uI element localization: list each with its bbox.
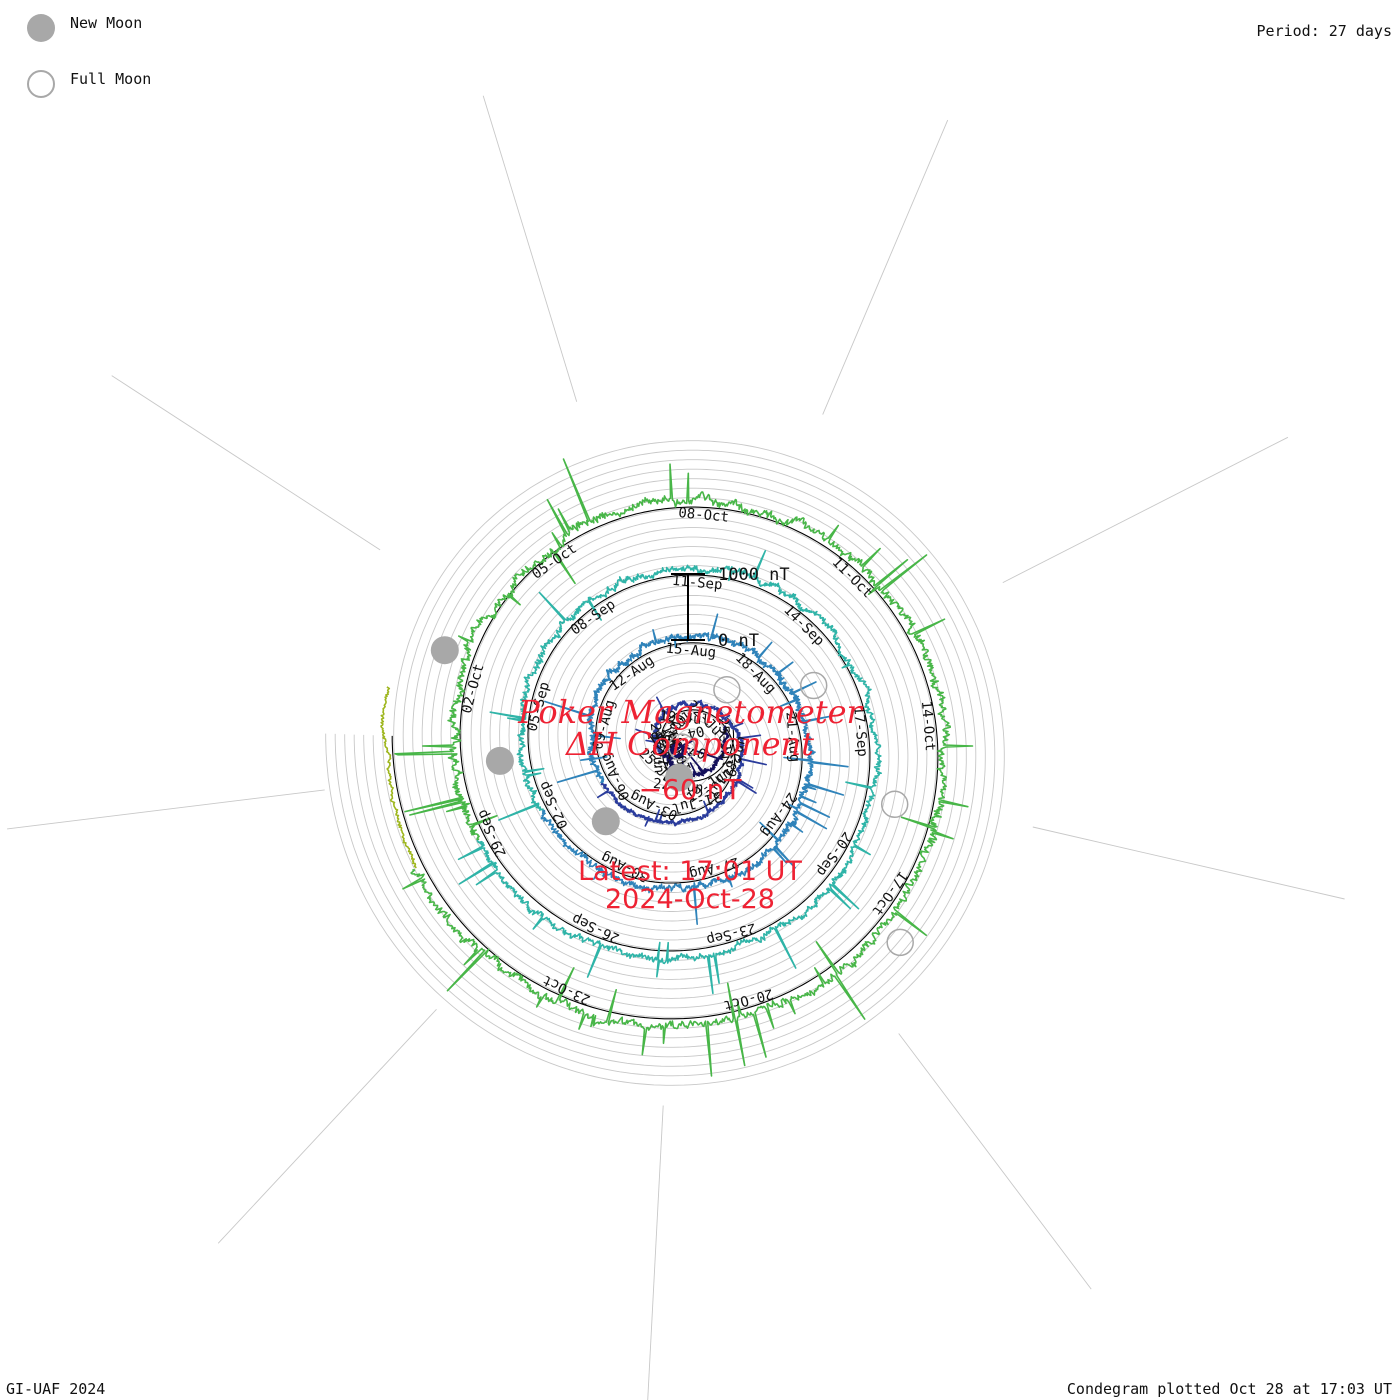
latest-time: Latest: 17:01 UT xyxy=(578,856,802,887)
legend-new-moon: New Moon xyxy=(25,12,225,44)
scale-bar-top-label: 1000 nT xyxy=(718,565,790,585)
full-moon-marker xyxy=(713,676,741,704)
date-label: 14-Sep xyxy=(780,602,827,649)
date-label: 23-Sep xyxy=(705,919,758,947)
new-moon-icon xyxy=(27,14,55,42)
date-label: 15-Aug xyxy=(665,641,717,662)
footer-credit: GI-UAF 2024 xyxy=(6,1380,106,1398)
latest-timestamp: Latest: 17:01 UT 2024-Oct-28 xyxy=(490,858,890,914)
series-trace-6 xyxy=(380,686,417,869)
period-label: Period: 27 days xyxy=(1256,22,1392,40)
radial-tick-line xyxy=(822,119,949,415)
new-moon-marker xyxy=(591,807,620,836)
chart-title-line1: Poker Magnetometer xyxy=(518,693,862,731)
grid-spiral-5 xyxy=(334,449,996,1077)
radial-tick-line xyxy=(482,95,578,402)
date-label: 19-Jul xyxy=(659,708,711,729)
full-moon-marker xyxy=(880,790,909,819)
date-label: 12-Aug xyxy=(607,653,658,695)
legend-full-moon: Full Moon xyxy=(25,68,225,100)
date-label: 29-Sep xyxy=(474,807,510,860)
radial-tick-line xyxy=(1032,826,1345,900)
chart-title: Poker Magnetometer ΔH Component xyxy=(440,696,940,760)
series-trace-3 xyxy=(540,613,849,925)
new-moon-marker xyxy=(430,636,459,665)
radial-tick-line xyxy=(647,1105,664,1400)
date-label: 17-Sep xyxy=(850,706,870,758)
grid-spiral-4 xyxy=(344,459,986,1067)
new-moon-marker xyxy=(665,763,694,792)
date-label: 25-Jul xyxy=(715,717,735,769)
footer-plot-time: Condegram plotted Oct 28 at 17:03 UT xyxy=(1066,1380,1392,1398)
date-label: 14-Oct xyxy=(918,700,938,752)
full-moon-marker xyxy=(886,928,914,957)
date-label: 08-Oct xyxy=(678,505,730,526)
scale-bar-bottom-label: 0 nT xyxy=(718,631,759,651)
chart-title-line2: ΔH Component xyxy=(565,725,815,763)
radial-ticks xyxy=(7,95,1345,1400)
new-moon-marker xyxy=(485,746,514,775)
full-moon-marker xyxy=(668,733,696,761)
radial-tick-line xyxy=(1002,436,1289,584)
date-label: 11-Sep xyxy=(671,573,723,594)
series-trace-2 xyxy=(597,696,767,827)
radial-tick-line xyxy=(7,789,325,830)
moon-markers xyxy=(430,636,914,957)
radial-tick-line xyxy=(111,375,381,551)
latest-date: 2024-Oct-28 xyxy=(605,884,775,915)
radial-tick-line xyxy=(898,1033,1092,1290)
current-value: −60 nT xyxy=(638,773,742,806)
date-label: 28-Jun xyxy=(647,722,667,774)
date-label: 26-Sep xyxy=(570,910,623,946)
series-trace-4 xyxy=(457,550,882,995)
series-trace-5 xyxy=(394,458,974,1077)
date-label: 21-Aug xyxy=(782,711,802,763)
full-moon-marker xyxy=(799,671,828,700)
grid-spiral-6 xyxy=(325,440,1005,1086)
legend-new-moon-label: New Moon xyxy=(70,14,143,32)
full-moon-icon xyxy=(27,70,55,98)
legend-full-moon-label: Full Moon xyxy=(70,70,152,88)
radial-tick-line xyxy=(217,1008,437,1244)
scale-bar: 1000 nT 0 nT xyxy=(671,565,790,651)
